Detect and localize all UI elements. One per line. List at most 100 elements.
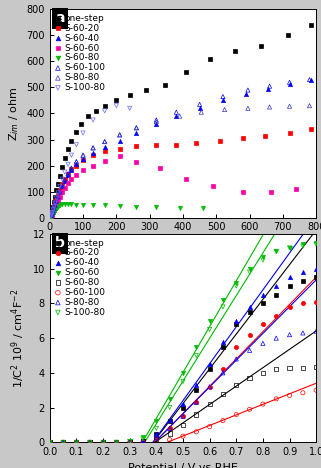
S-80-80 — [134, 124, 139, 132]
one-step — [65, 145, 71, 153]
S-60-80 — [74, 439, 79, 446]
S-60-100 — [273, 395, 279, 402]
S-60-80 — [60, 439, 66, 446]
S-60-100 — [300, 389, 305, 396]
one-step — [220, 343, 225, 351]
S-80-80 — [48, 212, 54, 219]
one-step — [259, 42, 264, 50]
S-60-40 — [59, 183, 65, 190]
S-60-60 — [50, 209, 56, 216]
S-60-80 — [50, 211, 55, 219]
S-60-60 — [81, 167, 86, 174]
one-step — [53, 193, 58, 200]
S-60-60 — [91, 162, 96, 169]
S-60-40 — [167, 416, 172, 424]
S-100-80 — [102, 107, 107, 115]
S-60-20 — [127, 439, 132, 446]
S-60-20 — [65, 170, 71, 178]
S-60-20 — [308, 125, 314, 133]
one-step — [207, 366, 212, 373]
S-60-60 — [314, 239, 319, 247]
S-60-60 — [87, 439, 92, 446]
S-60-60 — [194, 343, 199, 351]
S-60-20 — [287, 129, 292, 137]
S-60-40 — [300, 269, 305, 276]
S-100-80 — [287, 244, 292, 252]
S-60-60 — [287, 244, 292, 252]
S-100-80 — [49, 211, 54, 218]
Y-axis label: Z$_{im}$ / ohm: Z$_{im}$ / ohm — [7, 86, 21, 141]
S-100-80 — [57, 183, 62, 190]
S-60-100 — [267, 82, 272, 90]
S-60-80 — [100, 439, 106, 446]
S-100-80 — [74, 439, 79, 446]
S-60-20 — [300, 300, 305, 307]
S-60-20 — [100, 439, 106, 446]
one-step — [273, 291, 279, 299]
S-80-80 — [54, 197, 59, 205]
S-60-20 — [56, 191, 61, 198]
S-60-100 — [245, 86, 250, 94]
S-60-40 — [265, 85, 271, 93]
S-60-40 — [154, 120, 159, 128]
one-step — [141, 437, 146, 444]
S-60-100 — [62, 176, 67, 183]
S-60-100 — [48, 212, 54, 219]
S-60-20 — [50, 209, 55, 217]
S-80-80 — [102, 138, 107, 146]
S-100-80 — [300, 242, 305, 250]
S-60-60 — [74, 171, 79, 178]
S-60-40 — [247, 303, 252, 311]
Legend: one-step, S-60-20, S-60-40, S-60-60, S-60-80, S-60-100, S-80-80, S-100-80: one-step, S-60-20, S-60-40, S-60-60, S-6… — [52, 236, 108, 320]
S-60-80 — [69, 200, 74, 208]
S-100-80 — [207, 326, 212, 333]
S-60-80 — [314, 363, 319, 371]
S-60-80 — [62, 200, 67, 208]
S-60-60 — [57, 193, 62, 200]
S-60-60 — [273, 248, 279, 255]
one-step — [114, 439, 119, 446]
S-60-100 — [87, 439, 92, 446]
S-60-100 — [60, 439, 66, 446]
S-60-60 — [65, 180, 71, 187]
S-60-20 — [54, 196, 59, 204]
S-80-80 — [260, 340, 265, 347]
S-60-60 — [234, 279, 239, 286]
S-60-100 — [56, 193, 61, 200]
S-60-80 — [180, 421, 186, 429]
S-100-80 — [91, 116, 96, 124]
S-100-80 — [54, 194, 59, 202]
S-60-60 — [54, 201, 59, 208]
S-60-100 — [50, 209, 55, 217]
S-100-80 — [47, 439, 52, 446]
S-60-60 — [260, 253, 265, 260]
X-axis label: Z$_{re}$ / ohm: Z$_{re}$ / ohm — [157, 238, 209, 252]
S-60-60 — [247, 265, 252, 272]
one-step — [308, 21, 314, 29]
S-100-80 — [180, 378, 186, 385]
S-60-80 — [194, 411, 199, 418]
S-60-40 — [287, 80, 292, 88]
S-60-100 — [102, 138, 107, 146]
S-60-80 — [260, 369, 265, 377]
one-step — [154, 430, 159, 437]
S-60-20 — [114, 439, 119, 446]
S-60-20 — [141, 438, 146, 445]
Y-axis label: 1/C$^2$ 10$^9$ / cm$^4$F$^{-2}$: 1/C$^2$ 10$^9$ / cm$^4$F$^{-2}$ — [9, 288, 27, 388]
S-80-80 — [49, 211, 54, 218]
S-60-20 — [260, 321, 265, 328]
S-60-100 — [49, 211, 54, 218]
S-60-100 — [141, 439, 146, 446]
X-axis label: Potential / V vs RHE: Potential / V vs RHE — [128, 463, 238, 468]
S-60-20 — [240, 134, 246, 142]
S-80-80 — [127, 439, 132, 446]
S-60-100 — [69, 164, 74, 172]
S-100-80 — [50, 209, 55, 216]
S-80-80 — [194, 399, 199, 406]
one-step — [59, 163, 65, 171]
S-100-80 — [167, 404, 172, 411]
one-step — [234, 321, 239, 328]
S-60-80 — [47, 439, 52, 446]
S-60-20 — [53, 200, 58, 208]
one-step — [102, 102, 107, 110]
